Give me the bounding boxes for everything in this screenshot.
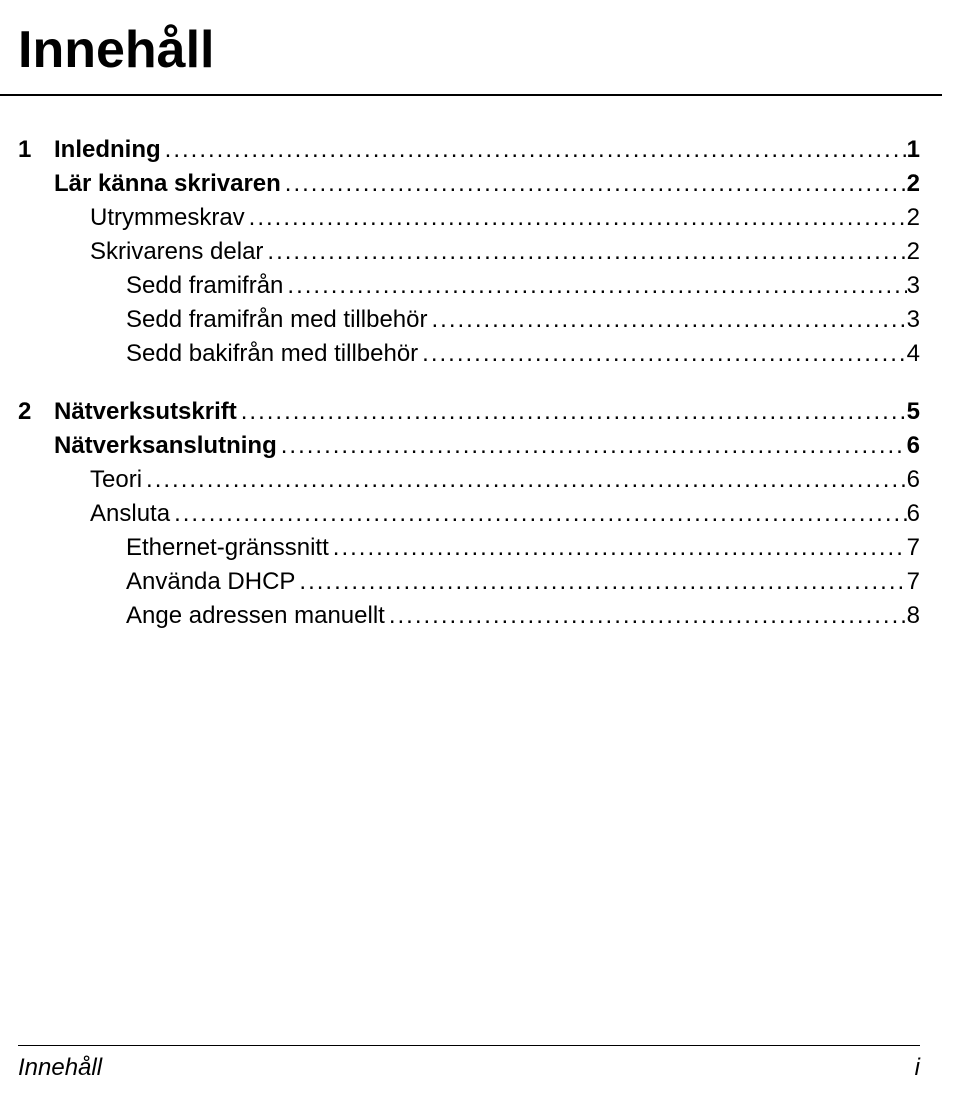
toc-leader-dots: ........................................…: [281, 170, 907, 198]
page: Innehåll 1Inledning.....................…: [0, 0, 960, 1114]
toc-label: Lär känna skrivaren: [54, 170, 281, 198]
toc-row: Sedd bakifrån med tillbehör.............…: [18, 340, 920, 368]
toc-page: 6: [907, 466, 920, 494]
toc-leader-dots: ........................................…: [295, 568, 906, 596]
footer: Innehåll i: [18, 1045, 920, 1082]
toc-label: Använda DHCP: [126, 568, 295, 596]
toc-leader-dots: ........................................…: [329, 534, 907, 562]
toc-page: 2: [907, 238, 920, 266]
toc-page: 3: [907, 272, 920, 300]
footer-right: i: [915, 1054, 920, 1082]
toc-label: Nätverksanslutning: [54, 432, 277, 460]
toc-gap: [18, 374, 920, 398]
toc-row: Lär känna skrivaren.....................…: [18, 170, 920, 198]
toc-row: Sedd framifrån..........................…: [18, 272, 920, 300]
toc-leader-dots: ........................................…: [277, 432, 907, 460]
toc-page: 6: [907, 432, 920, 460]
toc-page: 8: [907, 602, 920, 630]
toc-label: Teori: [90, 466, 142, 494]
toc-leader-dots: ........................................…: [418, 340, 906, 368]
toc-row: Utrymmeskrav............................…: [18, 204, 920, 232]
toc-page: 2: [907, 204, 920, 232]
toc-page: 5: [907, 398, 920, 426]
toc-page: 1: [907, 136, 920, 164]
toc-number: 2: [18, 398, 54, 426]
toc-leader-dots: ........................................…: [283, 272, 906, 300]
footer-left: Innehåll: [18, 1054, 102, 1082]
toc-leader-dots: ........................................…: [245, 204, 907, 232]
toc-label: Ansluta: [90, 500, 170, 528]
toc-label: Ange adressen manuellt: [126, 602, 385, 630]
table-of-contents: 1Inledning..............................…: [0, 136, 960, 630]
toc-row: Använda DHCP............................…: [18, 568, 920, 596]
toc-page: 4: [907, 340, 920, 368]
toc-label: Skrivarens delar: [90, 238, 263, 266]
toc-leader-dots: ........................................…: [170, 500, 907, 528]
toc-leader-dots: ........................................…: [263, 238, 906, 266]
toc-label: Sedd framifrån: [126, 272, 283, 300]
toc-page: 3: [907, 306, 920, 334]
toc-page: 2: [907, 170, 920, 198]
toc-label: Utrymmeskrav: [90, 204, 245, 232]
toc-leader-dots: ........................................…: [142, 466, 907, 494]
toc-row: Sedd framifrån med tillbehör............…: [18, 306, 920, 334]
toc-row: Ethernet-gränssnitt.....................…: [18, 534, 920, 562]
toc-row: Nätverksanslutning......................…: [18, 432, 920, 460]
toc-leader-dots: ........................................…: [427, 306, 906, 334]
toc-row: 1Inledning..............................…: [18, 136, 920, 164]
toc-label: Sedd framifrån med tillbehör: [126, 306, 427, 334]
toc-number: 1: [18, 136, 54, 164]
toc-page: 7: [907, 534, 920, 562]
toc-page: 7: [907, 568, 920, 596]
toc-label: Ethernet-gränssnitt: [126, 534, 329, 562]
toc-leader-dots: ........................................…: [385, 602, 907, 630]
toc-page: 6: [907, 500, 920, 528]
toc-label: Nätverksutskrift: [54, 398, 237, 426]
toc-row: Skrivarens delar........................…: [18, 238, 920, 266]
toc-row: Ansluta.................................…: [18, 500, 920, 528]
toc-row: Ange adressen manuellt..................…: [18, 602, 920, 630]
toc-label: Sedd bakifrån med tillbehör: [126, 340, 418, 368]
toc-leader-dots: ........................................…: [237, 398, 907, 426]
toc-label: Inledning: [54, 136, 161, 164]
toc-leader-dots: ........................................…: [161, 136, 907, 164]
page-title: Innehåll: [0, 0, 942, 96]
toc-row: 2Nätverksutskrift.......................…: [18, 398, 920, 426]
toc-row: Teori...................................…: [18, 466, 920, 494]
